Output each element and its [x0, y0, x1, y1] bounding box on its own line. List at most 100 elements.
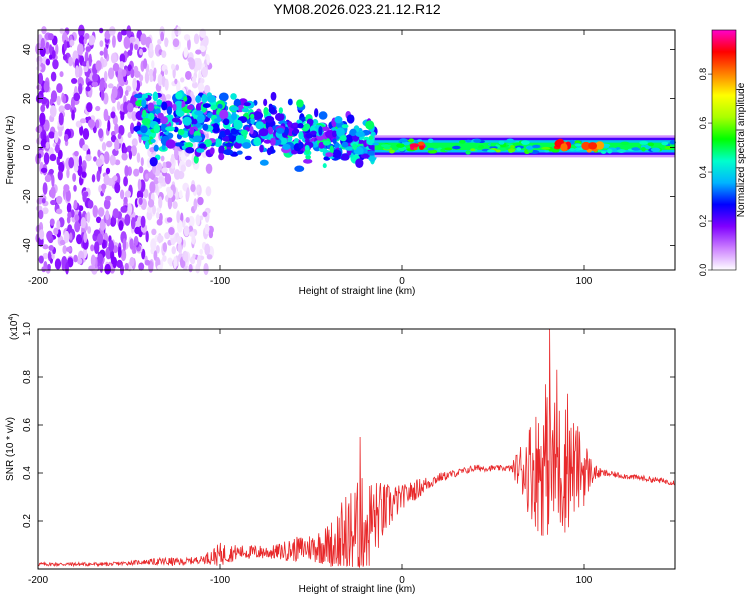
- spectrogram-cell: [99, 40, 104, 47]
- spectrogram-cell: [164, 68, 169, 76]
- spectrogram-cell: [79, 118, 87, 124]
- spectrogram-cell: [465, 150, 471, 155]
- spectrogram-cell: [325, 152, 334, 158]
- spectrogram-cell: [352, 143, 358, 151]
- spectrogram-cell: [223, 149, 234, 156]
- spectrogram-cell: [206, 54, 210, 66]
- snr-y-tick-label: 0.4: [22, 466, 33, 480]
- spectrogram-cell: [53, 227, 59, 236]
- spectrogram-cell: [218, 92, 229, 102]
- spectrogram-cell: [110, 254, 115, 265]
- snr-x-tick-label: 100: [576, 575, 593, 586]
- spectrogram-cell: [126, 25, 132, 38]
- spectrogram-cell: [103, 174, 110, 186]
- spectrogram-cell: [140, 33, 147, 46]
- spectrogram-cell: [110, 52, 118, 64]
- spectrogram-cell: [427, 147, 435, 151]
- spectrogram-cell: [219, 109, 229, 120]
- spectrogram-cell: [123, 36, 131, 49]
- spectrogram-cell: [259, 159, 269, 166]
- spectrogram-cell: [204, 84, 211, 94]
- spectrogram-cell: [182, 219, 186, 228]
- colorbar-label: Normalized spectral amplitude: [736, 82, 747, 217]
- spectrogram-cell: [75, 120, 83, 128]
- snr-x-tick-label: -100: [210, 575, 230, 586]
- spectrogram-cell: [195, 214, 201, 226]
- spectrogram-cell: [63, 39, 68, 51]
- spectrogram-cell: [161, 167, 168, 174]
- spectrogram-cell: [108, 26, 116, 36]
- spectrogram-cell: [42, 244, 49, 250]
- spectrogram-cell: [116, 101, 121, 111]
- spectrogram-cell: [176, 236, 182, 245]
- spectrogram-cell: [83, 232, 88, 244]
- spectrogram-cell: [331, 149, 342, 159]
- spectrogram-cell: [114, 123, 119, 134]
- spectrogram-cell: [162, 181, 167, 187]
- spectrogram-cell: [177, 243, 182, 253]
- spectrogram-cell: [54, 258, 62, 270]
- spectrogram-cell: [263, 98, 268, 107]
- spectrogram-cell: [197, 196, 204, 206]
- spectrogram-cell: [199, 248, 204, 255]
- spectrogram-cell: [149, 42, 154, 52]
- spectrogram-cell: [73, 92, 81, 102]
- spectrogram-cell: [114, 159, 121, 166]
- spectrogram-cell: [187, 38, 191, 51]
- spectrogram-cell: [73, 184, 77, 192]
- spectrogram-cell: [149, 181, 156, 194]
- spectrogram-cell: [236, 150, 243, 155]
- colorbar-tick-label: 0.8: [698, 68, 708, 81]
- colorbar-scale: [711, 29, 737, 271]
- spectrogram-cell: [495, 149, 501, 153]
- spectrogram-cell: [96, 233, 104, 246]
- spectrogram-cell: [91, 81, 99, 88]
- spectrogram-cell: [205, 163, 213, 174]
- spectrogram-cell: [117, 246, 122, 259]
- spectrogram-cell: [63, 133, 69, 142]
- spectrogram-cell: [149, 74, 154, 83]
- spectrogram-cell: [95, 60, 102, 72]
- spectrogram-x-tick-label: 0: [399, 276, 405, 287]
- spectrogram-cell: [164, 173, 172, 185]
- spectrogram-cell: [173, 169, 181, 180]
- spectrogram-cell: [43, 119, 50, 132]
- spectrogram-cell: [91, 174, 96, 183]
- spectrogram-cell: [88, 34, 96, 45]
- spectrogram-cell: [372, 142, 380, 146]
- spectrogram-cell: [147, 198, 155, 208]
- spectrogram-cell: [198, 143, 207, 149]
- spectrogram-cell: [170, 153, 175, 164]
- spectrogram-cell: [160, 116, 169, 125]
- spectrogram-cell: [49, 44, 53, 55]
- spectrogram-cell: [77, 258, 83, 265]
- spectrogram-cell: [165, 126, 175, 132]
- spectrogram-cell: [202, 123, 209, 131]
- spectrogram-cell: [47, 263, 51, 271]
- spectrogram-cell: [78, 83, 83, 95]
- spectrogram-cell: [258, 128, 269, 137]
- spectrogram-cell: [196, 115, 205, 123]
- spectrogram-cell: [332, 138, 337, 145]
- spectrogram-x-tick-label: -200: [28, 276, 48, 287]
- spectrogram-cell: [84, 33, 90, 40]
- spectrogram-cell: [124, 214, 131, 226]
- spectrogram-cell: [111, 35, 116, 48]
- spectrogram-cell: [647, 142, 655, 147]
- spectrogram-cell: [81, 171, 87, 178]
- spectrogram-cell: [109, 154, 116, 166]
- spectrogram-cell: [155, 211, 160, 219]
- spectrogram-cell: [249, 116, 255, 125]
- spectrogram-cell: [204, 243, 211, 256]
- spectrogram-cell: [151, 228, 157, 236]
- spectrogram-cell: [304, 144, 310, 151]
- spectrogram-cell: [68, 56, 73, 67]
- spectrogram-cell: [219, 130, 227, 138]
- spectrogram-cell: [171, 246, 177, 255]
- spectrogram-cell: [217, 103, 223, 110]
- spectrogram-cell: [67, 224, 73, 233]
- spectrogram-cell: [129, 42, 134, 52]
- spectrogram-cell: [120, 112, 125, 121]
- spectrogram-y-tick-label: 0: [22, 144, 33, 150]
- spectrogram-cell: [92, 205, 98, 218]
